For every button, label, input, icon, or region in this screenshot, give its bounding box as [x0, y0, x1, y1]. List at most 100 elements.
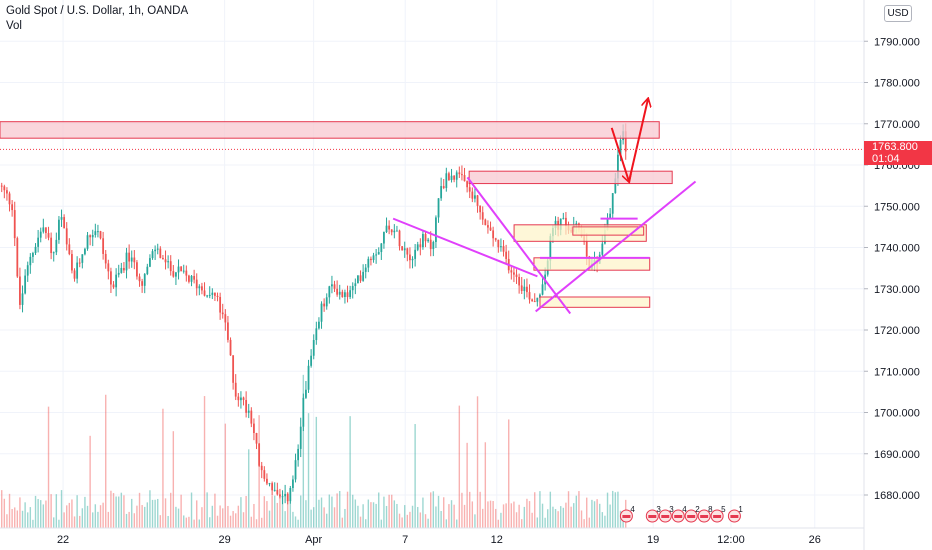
volume-bar [601, 512, 604, 528]
candle-body [476, 195, 479, 206]
candle-body [19, 276, 21, 305]
volume-bar [489, 500, 492, 528]
volume-bar [154, 499, 156, 528]
candle-body [466, 181, 469, 188]
candle-body [13, 210, 16, 239]
volume-bar [125, 513, 128, 528]
y-tick-label: 1770.000 [874, 119, 920, 131]
x-tick-label: 12:00 [717, 534, 745, 546]
volume-bar [190, 492, 193, 528]
candle-body [453, 175, 456, 180]
candle-body [619, 140, 622, 155]
volume-bar [302, 374, 305, 528]
volume-bar [235, 513, 237, 528]
volume-bar [482, 508, 484, 528]
event-flag-icon[interactable]: 4 [671, 505, 687, 523]
candle-body [565, 217, 567, 226]
volume-bar [349, 416, 351, 528]
volume-bar [253, 503, 255, 528]
volume-bar [458, 405, 461, 528]
candle-body [318, 321, 320, 329]
price-axis[interactable]: 1680.000 1690.000 1700.000 1710.000 1720.000… [864, 36, 920, 502]
x-tick-label: 22 [57, 534, 69, 546]
volume-bar [222, 508, 224, 528]
event-flag-icon[interactable]: 3 [645, 505, 661, 523]
event-flag-icon[interactable]: 3 [658, 505, 674, 523]
candle-body [8, 193, 11, 205]
event-flag-icon[interactable]: 2 [684, 505, 700, 523]
demand-zone [572, 226, 645, 236]
candle-body [479, 205, 482, 213]
candle-body [294, 460, 297, 480]
volume-bar [112, 493, 115, 528]
volume-bar [198, 519, 201, 528]
volume-bar [505, 503, 507, 528]
volume-bar [523, 506, 526, 528]
candle-body [229, 339, 232, 356]
volume-bar [79, 515, 81, 528]
volume-bar [8, 493, 11, 528]
candle-body [624, 131, 627, 152]
bar-countdown: 01:04 [872, 153, 900, 165]
volume-bar [391, 494, 393, 528]
candle-body [167, 261, 170, 263]
candle-body [125, 252, 128, 271]
candle-body [440, 186, 443, 199]
candle-body [237, 396, 240, 401]
drawing-tools[interactable] [0, 99, 697, 315]
volume-bar [378, 492, 380, 528]
currency-button[interactable]: USD [884, 5, 912, 22]
candle-body [320, 303, 323, 322]
event-flag-icon[interactable]: 1 [727, 505, 743, 523]
candle-body [21, 293, 24, 305]
candle-body [562, 217, 565, 219]
volume-bar [401, 517, 403, 528]
candle-body [242, 397, 245, 400]
candle-body [188, 275, 190, 282]
event-flag-icon[interactable]: 5 [710, 505, 726, 523]
candle-body [539, 294, 541, 298]
event-flag-icon[interactable]: 8 [697, 505, 713, 523]
candle-body [325, 297, 328, 307]
candle-body [455, 172, 458, 180]
volume-bar [123, 495, 125, 528]
volume-bar [479, 491, 481, 528]
event-count: 2 [695, 505, 700, 514]
volume-bar [47, 406, 50, 528]
volume-bar [136, 505, 138, 528]
volume-bar [149, 490, 151, 528]
candle-body [141, 281, 144, 286]
volume-bar [110, 490, 112, 528]
volume-bar [487, 501, 489, 528]
candle-body [393, 230, 396, 233]
candle-body [133, 257, 136, 263]
x-tick-label: 19 [647, 534, 659, 546]
volume-bar [393, 500, 396, 528]
volume-bar [245, 496, 247, 528]
candle-body [128, 252, 131, 262]
candle-body [253, 423, 255, 434]
candle-body [380, 243, 383, 253]
volume-bar [383, 496, 385, 528]
volume-bar [419, 512, 422, 528]
candle-body [536, 297, 539, 302]
candle-body [271, 483, 274, 491]
candle-body [94, 231, 97, 236]
candle-body [302, 397, 305, 427]
time-axis[interactable]: 22 29 Apr 7 12 19 12:00 26 [57, 534, 821, 546]
projection-arrow-up [628, 99, 648, 182]
x-tick-label: 12 [491, 534, 503, 546]
volume-bar [463, 504, 466, 528]
volume-bar [263, 496, 266, 528]
volume-bar [578, 491, 580, 528]
candle-body [297, 448, 300, 461]
candle-body [130, 257, 133, 262]
candle-body [312, 340, 315, 356]
candle-body [63, 217, 66, 229]
volume-bar [362, 504, 364, 528]
candle-body [268, 483, 271, 485]
candle-body [29, 256, 32, 266]
event-flag-icon[interactable]: 4 [619, 505, 635, 523]
